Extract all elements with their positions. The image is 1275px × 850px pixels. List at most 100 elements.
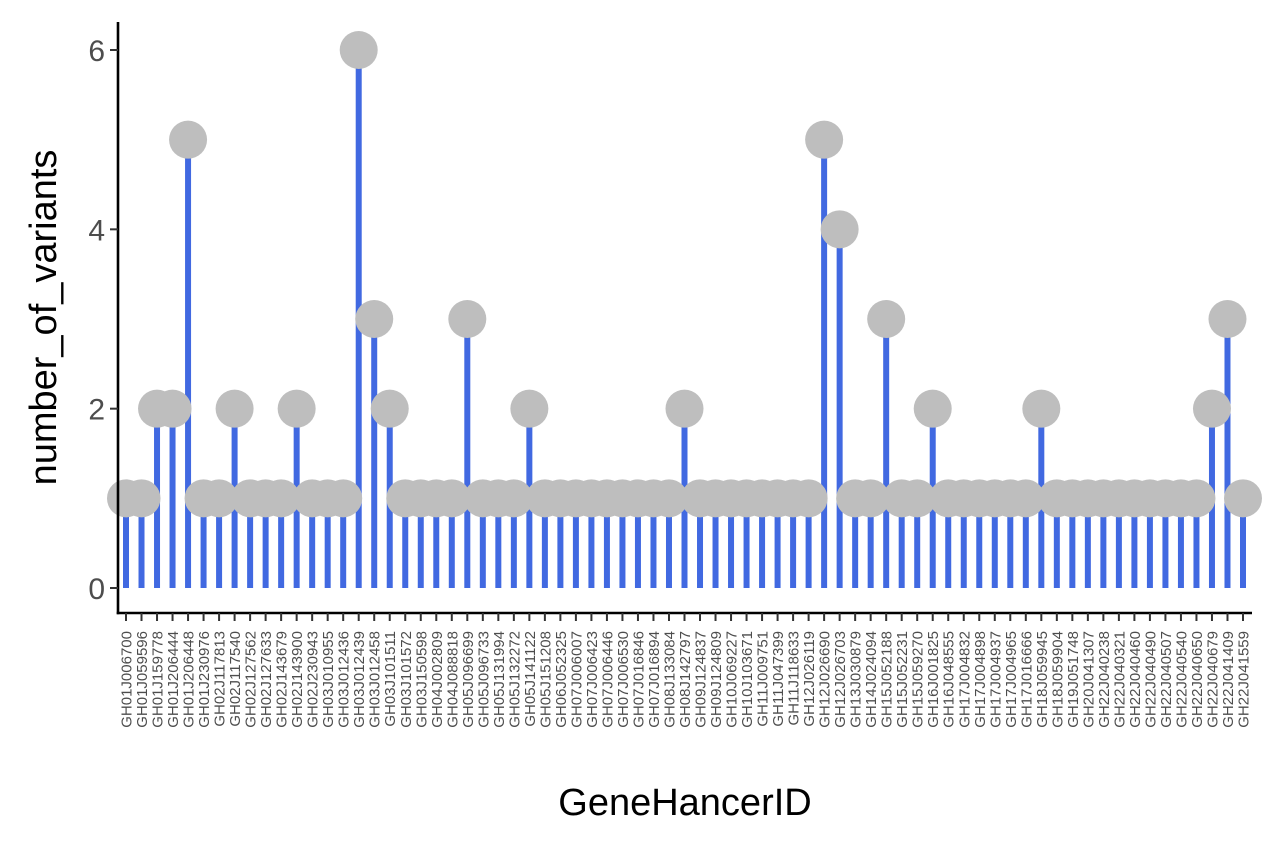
x-tick-label-GH11J009751: GH11J009751 xyxy=(755,631,772,727)
x-tick-label-GH22J040238: GH22J040238 xyxy=(1096,631,1113,728)
x-tick-label-GH22J040321: GH22J040321 xyxy=(1111,631,1128,728)
x-tick-label-GH11J047399: GH11J047399 xyxy=(770,631,787,727)
dot-GH03J012439 xyxy=(339,31,378,69)
y-tick-label-2: 2 xyxy=(88,394,105,427)
x-tick-label-GH02J143679: GH02J143679 xyxy=(274,631,291,728)
x-tick-label-GH22J040679: GH22J040679 xyxy=(1204,631,1221,728)
x-tick-label-GH14J024094: GH14J024094 xyxy=(863,631,880,728)
x-tick-label-GH17J004898: GH17J004898 xyxy=(972,631,989,728)
x-tick-label-GH17J016666: GH17J016666 xyxy=(1018,631,1035,728)
x-tick-label-GH08J142797: GH08J142797 xyxy=(677,631,694,728)
x-tick-label-GH12J026703: GH12J026703 xyxy=(832,631,849,728)
dot-GH04J088818 xyxy=(432,479,471,518)
x-tick-label-GH01J206444: GH01J206444 xyxy=(165,631,182,728)
x-tick-label-GH05J151208: GH05J151208 xyxy=(537,631,554,728)
x-tick-label-GH06J052325: GH06J052325 xyxy=(553,631,570,728)
x-tick-label-GH12J026690: GH12J026690 xyxy=(817,631,834,728)
x-tick-label-GH22J040460: GH22J040460 xyxy=(1127,631,1144,728)
x-tick-label-GH18J059945: GH18J059945 xyxy=(1034,631,1051,728)
x-tick-label-GH07J006446: GH07J006446 xyxy=(599,631,616,728)
x-tick-label-GH02J127633: GH02J127633 xyxy=(258,631,275,728)
dot-GH22J040679 xyxy=(1192,389,1231,428)
x-tick-label-GH12J026119: GH12J026119 xyxy=(801,631,818,727)
x-tick-label-GH02J127562: GH02J127562 xyxy=(243,631,260,728)
dot-GH22J040650 xyxy=(1177,479,1216,518)
x-tick-label-GH03J010955: GH03J010955 xyxy=(320,631,337,728)
x-tick-label-GH03J101511: GH03J101511 xyxy=(382,631,399,727)
x-tick-label-GH05J131994: GH05J131994 xyxy=(491,631,508,728)
x-tick-label-GH01J059596: GH01J059596 xyxy=(134,631,151,728)
x-tick-label-GH05J141122: GH05J141122 xyxy=(522,631,539,727)
dot-GH12J026690 xyxy=(805,120,844,159)
dot-GH12J026703 xyxy=(820,210,859,249)
x-tick-label-GH22J040490: GH22J040490 xyxy=(1142,631,1159,728)
x-axis-ticks: GH01J006700GH01J059596GH01J159778GH01J20… xyxy=(119,613,1253,728)
x-tick-label-GH17J004965: GH17J004965 xyxy=(1003,631,1020,728)
x-tick-label-GH04J088818: GH04J088818 xyxy=(444,631,461,728)
dot-GH05J141122 xyxy=(510,389,549,428)
x-tick-label-GH09J124837: GH09J124837 xyxy=(693,631,710,728)
x-tick-label-GH17J004832: GH17J004832 xyxy=(956,631,973,728)
dot-GH08J142797 xyxy=(665,389,704,428)
x-tick-label-GH02J117813: GH02J117813 xyxy=(212,631,229,727)
x-tick-label-GH16J048555: GH16J048555 xyxy=(941,631,958,728)
x-tick-label-GH01J006700: GH01J006700 xyxy=(119,631,136,728)
x-tick-label-GH03J012436: GH03J012436 xyxy=(336,631,353,728)
x-tick-label-GH07J006530: GH07J006530 xyxy=(615,631,632,728)
x-tick-label-GH15J052231: GH15J052231 xyxy=(894,631,911,728)
x-tick-label-GH07J006423: GH07J006423 xyxy=(584,631,601,728)
x-tick-label-GH18J059904: GH18J059904 xyxy=(1049,631,1066,728)
dot-GH03J012436 xyxy=(324,479,363,518)
x-tick-label-GH15J052188: GH15J052188 xyxy=(879,631,896,728)
x-tick-label-GH05J096699: GH05J096699 xyxy=(460,631,477,728)
x-tick-label-GH05J096733: GH05J096733 xyxy=(475,631,492,728)
dot-GH16J001825 xyxy=(913,389,952,428)
x-tick-label-GH09J124809: GH09J124809 xyxy=(708,631,725,728)
dot-GH17J016666 xyxy=(1006,479,1045,518)
dot-GH22J041559 xyxy=(1224,479,1262,518)
dots-layer xyxy=(107,31,1262,518)
dot-GH22J041409 xyxy=(1208,300,1247,338)
x-tick-label-GH16J001825: GH16J001825 xyxy=(925,631,942,728)
x-tick-label-GH01J159778: GH01J159778 xyxy=(150,631,167,728)
x-tick-label-GH02J117540: GH02J117540 xyxy=(227,631,244,727)
x-tick-label-GH07J016894: GH07J016894 xyxy=(646,631,663,728)
dot-GH05J132272 xyxy=(494,479,533,518)
y-axis-title: number_of_variants xyxy=(23,150,65,486)
dot-GH15J059270 xyxy=(898,479,937,518)
x-tick-label-GH22J040507: GH22J040507 xyxy=(1158,631,1175,728)
dot-GH15J052188 xyxy=(867,300,906,338)
x-tick-label-GH22J040540: GH22J040540 xyxy=(1173,631,1190,728)
x-tick-label-GH10J069227: GH10J069227 xyxy=(724,631,741,728)
dot-GH14J024094 xyxy=(851,479,890,518)
x-tick-label-GH17J004937: GH17J004937 xyxy=(987,631,1004,728)
dot-GH02J143900 xyxy=(277,389,316,428)
x-tick-label-GH03J012458: GH03J012458 xyxy=(367,631,384,728)
x-tick-label-GH03J150598: GH03J150598 xyxy=(413,631,430,728)
dot-GH01J206444 xyxy=(153,389,192,428)
y-axis-ticks: 0 2 4 6 xyxy=(88,35,118,606)
dot-GH02J117813 xyxy=(200,479,239,518)
y-tick-label-4: 4 xyxy=(88,214,105,247)
x-tick-label-GH02J143900: GH02J143900 xyxy=(289,631,306,728)
x-tick-label-GH03J101572: GH03J101572 xyxy=(398,631,415,728)
dot-GH03J101511 xyxy=(370,389,409,428)
dot-GH01J059596 xyxy=(122,479,161,518)
x-tick-label-GH07J006007: GH07J006007 xyxy=(568,631,585,728)
x-tick-label-GH22J041409: GH22J041409 xyxy=(1220,631,1237,728)
x-tick-label-GH15J059270: GH15J059270 xyxy=(910,631,927,728)
dot-GH03J012458 xyxy=(355,300,394,338)
x-tick-label-GH10J103671: GH10J103671 xyxy=(739,631,756,728)
x-axis-title: GeneHancerID xyxy=(558,782,811,824)
x-tick-label-GH04J002809: GH04J002809 xyxy=(429,631,446,728)
x-tick-label-GH19J051748: GH19J051748 xyxy=(1065,631,1082,728)
dot-GH02J117540 xyxy=(215,389,254,428)
dot-GH18J059945 xyxy=(1022,389,1061,428)
dot-GH01J206448 xyxy=(169,120,208,159)
x-tick-label-GH05J132272: GH05J132272 xyxy=(506,631,523,728)
x-tick-label-GH13J030879: GH13J030879 xyxy=(848,631,865,728)
x-tick-label-GH02J230943: GH02J230943 xyxy=(305,631,322,728)
y-tick-label-0: 0 xyxy=(88,573,105,606)
x-tick-label-GH22J040650: GH22J040650 xyxy=(1189,631,1206,728)
